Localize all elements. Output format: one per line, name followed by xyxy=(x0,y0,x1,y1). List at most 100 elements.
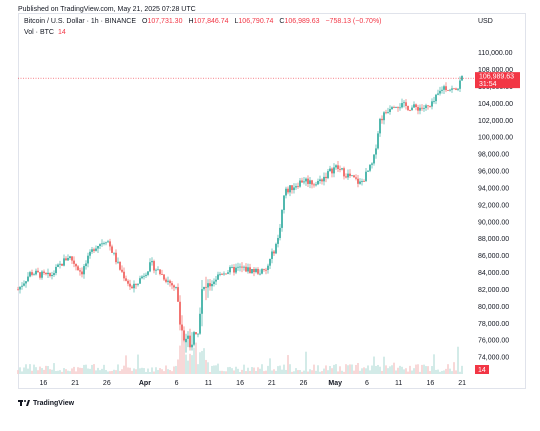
currency-label[interactable]: USD xyxy=(478,18,493,25)
candle-body xyxy=(89,251,91,256)
volume-bar xyxy=(269,358,271,374)
candle-body xyxy=(39,272,41,278)
volume-bar xyxy=(73,366,75,374)
footer-brand-text: TradingView xyxy=(33,400,75,407)
candle-body xyxy=(151,261,153,263)
volume-bar xyxy=(141,367,143,374)
volume-bar xyxy=(361,368,363,374)
candle-body xyxy=(433,101,435,102)
last-price-tag xyxy=(475,72,520,89)
candle-body xyxy=(103,243,105,244)
volume-bar xyxy=(421,364,423,374)
candle-body xyxy=(401,103,403,108)
volume-bar xyxy=(301,371,303,374)
volume-bar xyxy=(35,367,37,374)
candle-body xyxy=(367,170,369,172)
volume-bar xyxy=(233,370,235,374)
candle-body xyxy=(427,105,429,107)
volume-bar xyxy=(271,370,273,374)
candle-body xyxy=(397,107,399,109)
candle-body xyxy=(137,283,139,285)
candle-body xyxy=(223,273,225,275)
volume-bar xyxy=(143,368,145,374)
candle-body xyxy=(147,271,149,275)
y-tick-label: 94,000.00 xyxy=(478,185,509,192)
candle-body xyxy=(423,107,425,109)
volume-bar xyxy=(417,364,419,374)
volume-bar xyxy=(49,369,51,374)
candle-body xyxy=(109,241,111,247)
candle-body xyxy=(455,88,457,90)
candle-body xyxy=(419,107,421,111)
x-tick-label: Apr xyxy=(139,380,151,387)
volume-bar xyxy=(21,371,23,374)
volume-bar xyxy=(303,370,305,374)
candle-body xyxy=(195,332,197,335)
volume-bar xyxy=(273,369,275,374)
volume-bar xyxy=(39,366,41,374)
volume-label[interactable]: Vol · BTC xyxy=(24,29,54,36)
volume-bar xyxy=(321,371,323,374)
volume-bar xyxy=(213,365,215,374)
candle-body xyxy=(145,274,147,276)
volume-bar xyxy=(379,366,381,374)
candle-body xyxy=(441,89,443,91)
candle-body xyxy=(277,238,279,244)
candle-body xyxy=(391,107,393,110)
candle-body xyxy=(335,165,337,168)
candle-body xyxy=(267,265,269,270)
volume-bar xyxy=(177,359,179,374)
volume-bar xyxy=(223,371,225,374)
volume-bar xyxy=(429,371,431,374)
volume-bar xyxy=(409,365,411,374)
candle-body xyxy=(363,181,365,182)
candle-body xyxy=(123,271,125,279)
candle-body xyxy=(345,176,347,178)
candle-body xyxy=(329,168,331,172)
volume-bar xyxy=(157,370,159,374)
candle-body xyxy=(71,256,73,261)
volume-bar xyxy=(407,371,409,374)
volume-bar xyxy=(375,365,377,374)
volume-bar xyxy=(107,371,109,374)
volume-bar xyxy=(389,366,391,374)
candle-body xyxy=(187,335,189,339)
volume-bar xyxy=(385,365,387,374)
volume-bar xyxy=(283,364,285,374)
x-tick-label: 16 xyxy=(427,380,435,387)
candle-body xyxy=(207,283,209,288)
candle-body xyxy=(333,167,335,174)
price-countdown-label: 31:54 xyxy=(479,81,497,88)
candle-body xyxy=(393,107,395,108)
candle-body xyxy=(179,301,181,325)
candle-body xyxy=(399,107,401,109)
candle-body xyxy=(23,283,25,286)
published-note: Published on TradingView.com, May 21, 20… xyxy=(18,6,196,13)
volume-bar xyxy=(53,363,55,374)
volume-bar xyxy=(61,371,63,374)
volume-bar xyxy=(307,371,309,374)
candle-body xyxy=(285,188,287,196)
candle-body xyxy=(449,89,451,91)
candle-body xyxy=(373,154,375,164)
volume-bar xyxy=(353,370,355,374)
candle-body xyxy=(35,270,37,275)
volume-bar xyxy=(285,369,287,374)
x-tick-label: 26 xyxy=(300,380,308,387)
volume-bar xyxy=(69,371,71,374)
footer-brand: TradingView xyxy=(18,400,74,407)
candle-body xyxy=(317,180,319,185)
volume-bar xyxy=(77,367,79,374)
candle-body xyxy=(263,269,265,270)
candle-body xyxy=(361,181,363,182)
volume-legend: Vol · BTC 14 xyxy=(24,29,66,36)
candle-body xyxy=(411,107,413,111)
candle-body xyxy=(183,330,185,343)
symbol-label[interactable]: Bitcoin / U.S. Dollar · 1h · BINANCE xyxy=(24,18,137,25)
candle-body xyxy=(203,286,205,290)
volume-bar xyxy=(349,364,351,374)
candle-body xyxy=(25,281,27,284)
candle-body xyxy=(309,180,311,184)
volume-bar xyxy=(193,347,195,374)
